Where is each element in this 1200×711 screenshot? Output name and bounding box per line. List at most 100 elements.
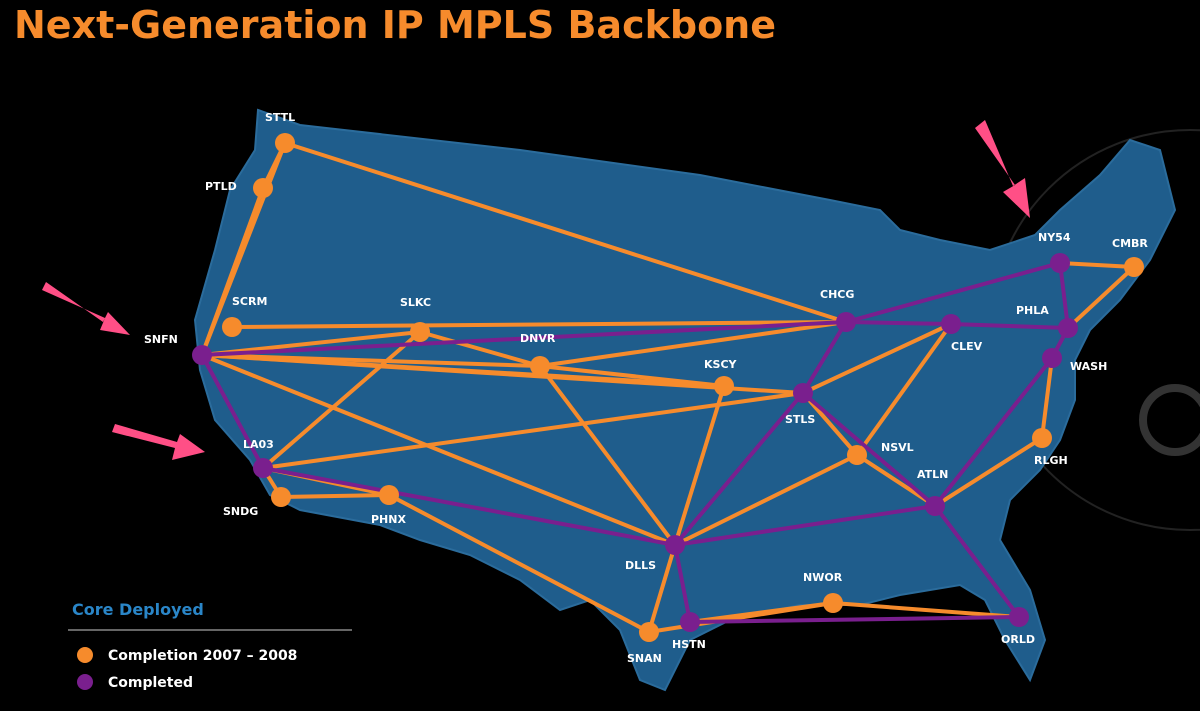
- link: [1058, 262, 1070, 329]
- node: [925, 496, 945, 516]
- node: [847, 445, 867, 465]
- node-label: STTL: [265, 111, 295, 124]
- link: [802, 322, 952, 395]
- node-label: ATLN: [917, 468, 948, 481]
- node: [253, 458, 273, 478]
- link: [1059, 261, 1135, 269]
- node-label: CLEV: [951, 340, 983, 353]
- link: [201, 353, 676, 547]
- node: [1124, 257, 1144, 277]
- node-label: PTLD: [205, 180, 237, 193]
- node-label: WASH: [1070, 360, 1107, 373]
- link: [1040, 357, 1054, 439]
- link: [419, 330, 541, 368]
- node-label: SNDG: [223, 505, 258, 518]
- arrow: [42, 282, 130, 335]
- node-label: NY54: [1038, 231, 1071, 244]
- node: [1042, 348, 1062, 368]
- link: [845, 320, 952, 326]
- node-label: ORLD: [1001, 633, 1035, 646]
- arrow: [975, 120, 1030, 218]
- link: [933, 436, 1044, 508]
- decor-ring: [1139, 384, 1200, 456]
- arrow: [112, 424, 205, 460]
- legend-swatch: [77, 674, 93, 690]
- link: [231, 320, 847, 329]
- link: [539, 364, 725, 388]
- node: [793, 383, 813, 403]
- link: [674, 453, 858, 547]
- node-label: HSTN: [672, 638, 706, 651]
- links: [200, 141, 1136, 634]
- node-label: NWOR: [803, 571, 843, 584]
- node: [275, 133, 295, 153]
- node-label: SNAN: [627, 652, 662, 665]
- link: [933, 504, 1021, 619]
- link: [674, 504, 936, 547]
- link: [845, 261, 1061, 324]
- link: [855, 322, 953, 457]
- title: Next-Generation IP MPLS Backbone: [14, 3, 776, 47]
- node: [1050, 253, 1070, 273]
- link: [388, 493, 650, 634]
- node-label: DLLS: [625, 559, 656, 572]
- link: [647, 544, 677, 633]
- node: [222, 317, 242, 337]
- link: [832, 601, 1020, 619]
- link: [801, 320, 848, 395]
- legend-label: Completion 2007 – 2008: [108, 648, 297, 664]
- link: [200, 187, 265, 356]
- node-label: NSVL: [881, 441, 914, 454]
- node-label: LA03: [243, 438, 274, 451]
- us-map: [193, 108, 1177, 692]
- node-label: SCRM: [232, 295, 267, 308]
- node: [379, 485, 399, 505]
- node-label: STLS: [785, 413, 815, 426]
- pointers: [42, 120, 1030, 460]
- node: [941, 314, 961, 334]
- link: [950, 322, 1069, 330]
- link: [284, 141, 847, 324]
- node: [410, 322, 430, 342]
- node: [192, 345, 212, 365]
- link: [933, 356, 1054, 508]
- node: [665, 535, 685, 555]
- link: [673, 391, 805, 547]
- node-label: SLKC: [400, 296, 431, 309]
- legend-label: Completed: [108, 675, 193, 691]
- link: [261, 330, 422, 470]
- link: [280, 493, 390, 499]
- link: [539, 320, 847, 368]
- node: [271, 487, 291, 507]
- node: [1009, 607, 1029, 627]
- node: [836, 312, 856, 332]
- link: [538, 364, 677, 547]
- link: [201, 320, 847, 357]
- link: [201, 353, 804, 395]
- nodes: STTL PTLD SCRM SNFN SLKC DNVR LA03 SNDG PHNX KSCY…: [144, 111, 1148, 665]
- node: [1058, 318, 1078, 338]
- node: [714, 376, 734, 396]
- node-label: CMBR: [1112, 237, 1148, 250]
- link: [801, 391, 937, 508]
- link: [673, 385, 726, 546]
- node-label: SNFN: [144, 333, 178, 346]
- legend-title: Core Deployed: [72, 600, 204, 619]
- link: [1066, 265, 1136, 330]
- node-label: PHNX: [371, 513, 406, 526]
- node-label: CHCG: [820, 288, 854, 301]
- link: [689, 615, 1020, 624]
- link: [262, 466, 676, 547]
- node: [639, 622, 659, 642]
- node-label: PHLA: [1016, 304, 1049, 317]
- node-label: DNVR: [520, 332, 556, 345]
- node: [1032, 428, 1052, 448]
- legend-swatch: [77, 647, 93, 663]
- node: [530, 356, 550, 376]
- link: [200, 354, 265, 469]
- link: [262, 391, 804, 470]
- node: [253, 178, 273, 198]
- node-label: RLGH: [1034, 454, 1068, 467]
- node: [680, 612, 700, 632]
